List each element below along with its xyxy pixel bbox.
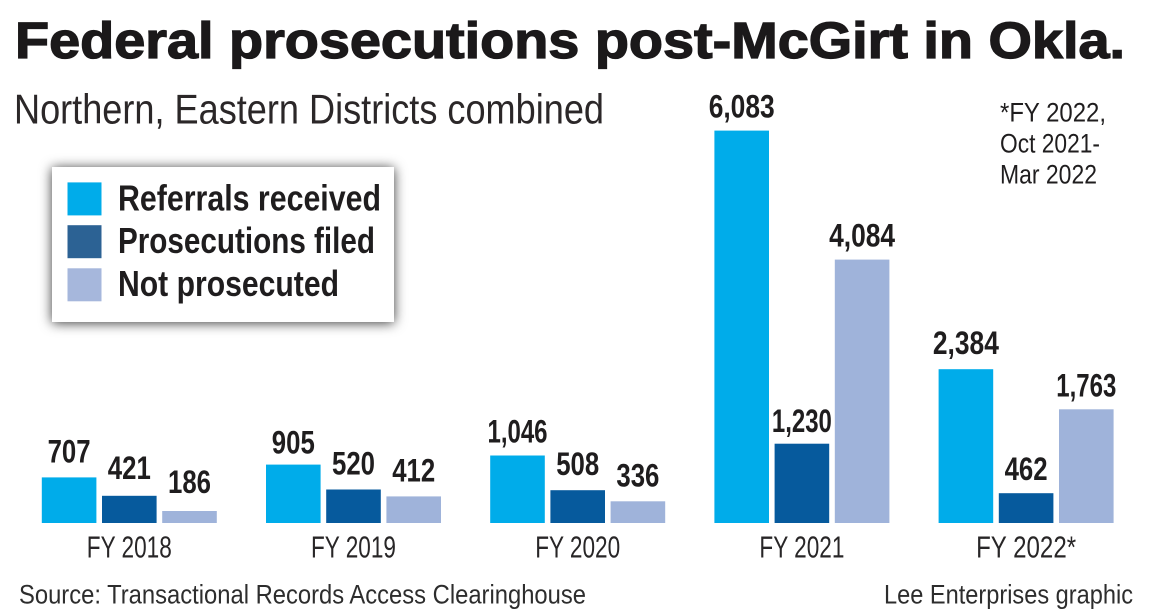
svg-text:412: 412 xyxy=(392,452,435,488)
svg-text:336: 336 xyxy=(616,457,659,493)
svg-text:905: 905 xyxy=(272,425,315,461)
svg-text:Source: Transactional Records: Source: Transactional Records Access Cle… xyxy=(19,580,586,610)
svg-text:FY 2022*: FY 2022* xyxy=(976,530,1076,565)
svg-text:520: 520 xyxy=(332,446,375,482)
svg-text:Federal prosecutions post-McGi: Federal prosecutions post-McGirt in Okla… xyxy=(15,12,1125,69)
svg-text:Oct 2021-: Oct 2021- xyxy=(1000,129,1100,159)
svg-text:Lee Enterprises graphic: Lee Enterprises graphic xyxy=(884,580,1133,610)
svg-text:4,084: 4,084 xyxy=(829,218,895,254)
svg-text:2,384: 2,384 xyxy=(933,325,999,361)
svg-text:186: 186 xyxy=(168,464,211,500)
svg-text:Mar 2022: Mar 2022 xyxy=(1000,160,1097,190)
svg-text:FY 2018: FY 2018 xyxy=(87,530,172,565)
svg-text:462: 462 xyxy=(1005,451,1048,487)
svg-text:Northern, Eastern Districts co: Northern, Eastern Districts combined xyxy=(14,85,604,132)
svg-text:FY 2020: FY 2020 xyxy=(535,530,620,565)
svg-text:1,763: 1,763 xyxy=(1056,367,1116,403)
svg-text:421: 421 xyxy=(108,450,151,486)
svg-text:FY 2019: FY 2019 xyxy=(311,530,396,565)
svg-text:6,083: 6,083 xyxy=(709,89,775,125)
svg-text:1,046: 1,046 xyxy=(488,414,548,450)
svg-text:*FY 2022,: *FY 2022, xyxy=(1000,98,1106,128)
svg-text:Not prosecuted: Not prosecuted xyxy=(118,263,339,304)
svg-text:FY 2021: FY 2021 xyxy=(759,530,844,565)
svg-text:Prosecutions filed: Prosecutions filed xyxy=(118,220,375,261)
svg-text:Referrals received: Referrals received xyxy=(118,177,381,218)
svg-text:1,230: 1,230 xyxy=(772,403,832,439)
svg-text:707: 707 xyxy=(48,433,91,469)
svg-text:508: 508 xyxy=(556,446,599,482)
